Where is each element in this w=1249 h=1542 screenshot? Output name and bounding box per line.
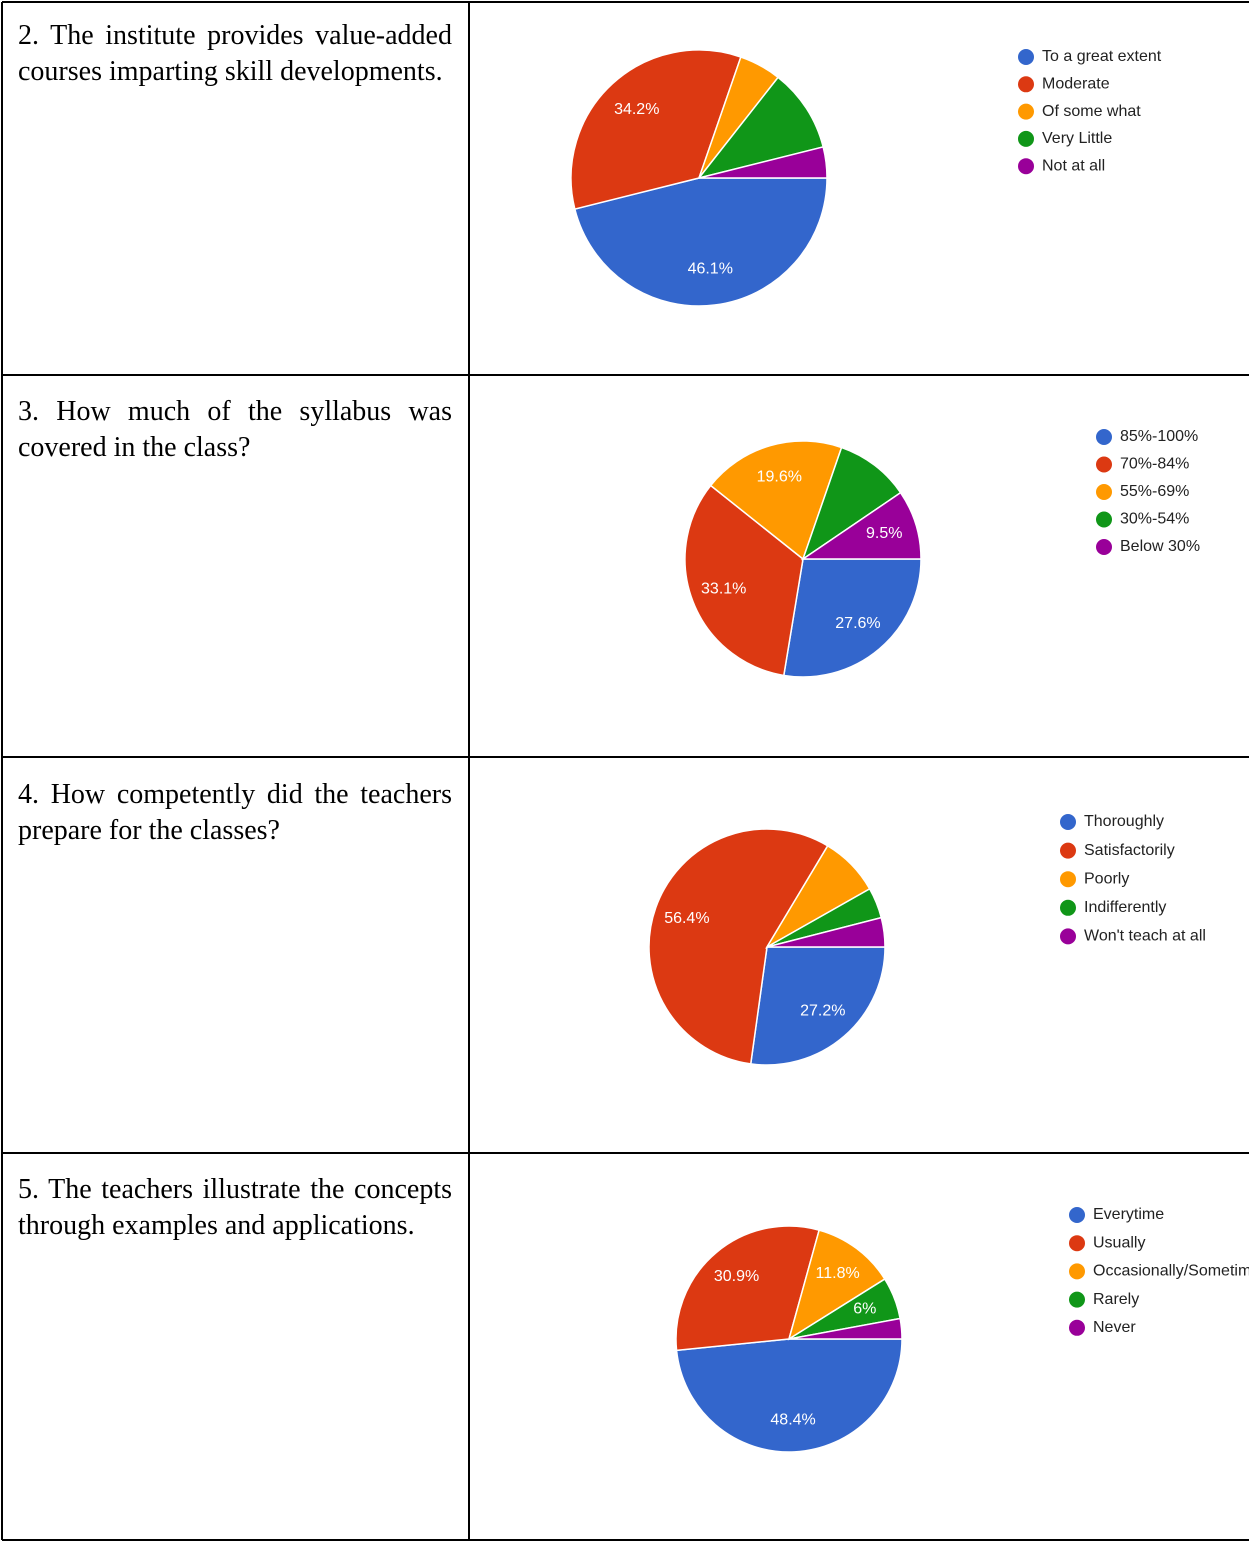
legend-swatch — [1096, 429, 1112, 445]
pie-slice — [800, 491, 922, 560]
slice-label: 30.9% — [714, 1268, 759, 1285]
pie-slice — [782, 558, 922, 678]
legend-swatch — [1018, 49, 1034, 65]
legend-label: Not at all — [1042, 157, 1105, 174]
legend-label: 85%-100% — [1120, 428, 1198, 445]
legend-label: To a great extent — [1042, 48, 1162, 65]
legend-swatch — [1096, 539, 1112, 555]
legend-label: Rarely — [1093, 1291, 1139, 1308]
legend-label: Occasionally/Sometimes — [1093, 1263, 1249, 1280]
pie-slice — [698, 146, 828, 179]
legend-swatch — [1069, 1263, 1085, 1280]
slice-label: 11.8% — [816, 1265, 860, 1282]
slice-label: 6% — [853, 1301, 876, 1318]
question-text: 4. How competently did the teachers prep… — [18, 779, 452, 846]
slice-label: 33.1% — [701, 581, 746, 598]
question-text: 2. The institute provides value-added co… — [18, 20, 452, 87]
slice-label: 27.6% — [835, 615, 880, 632]
pie-slice — [788, 1317, 903, 1340]
legend-label: Everytime — [1093, 1206, 1164, 1223]
pie-slice — [787, 1229, 886, 1341]
legend-swatch — [1018, 158, 1034, 175]
legend-swatch — [1018, 130, 1034, 147]
legend-swatch — [1096, 511, 1112, 528]
legend-swatch — [1069, 1207, 1085, 1223]
pie-slice — [801, 446, 902, 561]
slice-label: 46.1% — [688, 261, 733, 278]
legend-swatch — [1096, 456, 1112, 473]
legend-label: Of some what — [1042, 103, 1141, 120]
legend-label: 55%-69% — [1120, 483, 1189, 500]
legend-swatch — [1060, 842, 1076, 859]
legend-swatch — [1069, 1235, 1085, 1252]
slice-label: 34.2% — [614, 101, 659, 118]
legend-label: Poorly — [1084, 870, 1129, 887]
legend-swatch — [1096, 484, 1112, 500]
legend-label: Indifferently — [1084, 899, 1166, 916]
legend-label: 70%-84% — [1120, 456, 1189, 473]
pie-slice — [675, 1338, 903, 1453]
legend-label: Satisfactorily — [1084, 842, 1175, 859]
pie-slice — [749, 946, 886, 1066]
legend-label: Below 30% — [1120, 538, 1200, 555]
slice-label: 9.5% — [866, 525, 902, 542]
pie-slice — [570, 49, 742, 210]
legend-swatch — [1018, 76, 1034, 93]
legend-swatch — [1069, 1319, 1085, 1336]
slice-label: 19.6% — [757, 469, 802, 486]
legend-swatch — [1018, 103, 1034, 120]
pie-slice — [648, 828, 829, 1065]
pie-slice — [709, 440, 843, 561]
pie-slice — [697, 76, 825, 180]
slice-label: 48.4% — [770, 1411, 815, 1428]
slice-label: 56.4% — [664, 910, 709, 927]
legend-swatch — [1060, 871, 1076, 888]
legend-label: Won't teach at all — [1084, 928, 1206, 945]
pie-slice — [573, 177, 828, 307]
legend-label: Never — [1093, 1319, 1136, 1336]
question-text: 3. How much of the syllabus was covered … — [18, 396, 452, 463]
pie-slice — [675, 1225, 821, 1352]
legend-swatch — [1060, 899, 1076, 916]
pie-slice — [684, 484, 804, 677]
question-text: 5. The teachers illustrate the concepts … — [18, 1174, 452, 1241]
legend-label: 30%-54% — [1120, 511, 1189, 528]
legend-label: Usually — [1093, 1234, 1145, 1251]
legend-label: Moderate — [1042, 76, 1110, 93]
legend-swatch — [1060, 814, 1076, 830]
legend-label: Very Little — [1042, 130, 1112, 147]
legend-swatch — [1069, 1291, 1085, 1308]
pie-slice — [766, 916, 886, 948]
legend-swatch — [1060, 928, 1076, 945]
legend-label: Thoroughly — [1084, 813, 1164, 830]
slice-label: 27.2% — [800, 1002, 845, 1019]
